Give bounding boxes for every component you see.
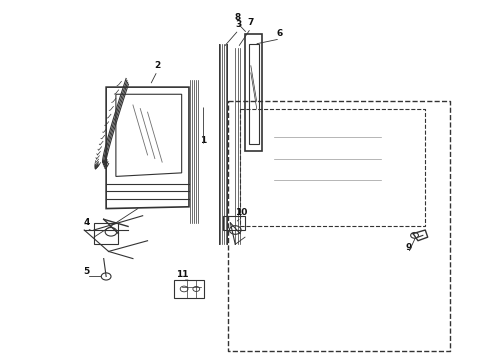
Text: 8: 8: [234, 13, 240, 22]
Text: 10: 10: [235, 208, 247, 217]
Text: 7: 7: [247, 18, 254, 27]
Text: 2: 2: [154, 61, 160, 70]
Text: 3: 3: [236, 20, 242, 29]
Text: 1: 1: [200, 136, 207, 145]
Text: 11: 11: [176, 270, 189, 279]
Text: 4: 4: [83, 219, 90, 228]
Text: 6: 6: [277, 29, 283, 38]
Text: 9: 9: [405, 243, 412, 252]
Text: 5: 5: [83, 267, 90, 276]
